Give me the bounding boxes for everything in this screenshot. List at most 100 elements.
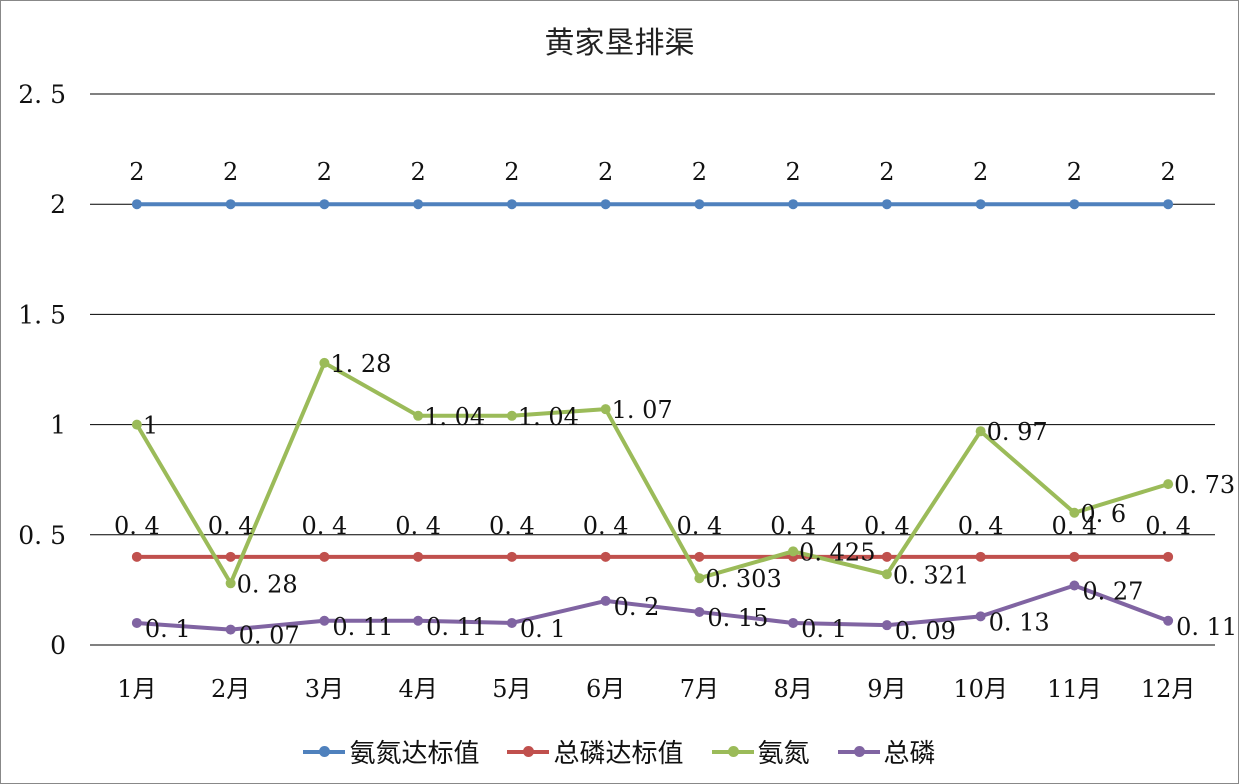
data-point (600, 595, 611, 606)
data-point (788, 199, 799, 210)
data-label: 0. 1 (801, 615, 847, 643)
data-point (506, 551, 517, 562)
y-tick-label: 2. 5 (18, 80, 66, 109)
data-label: 0. 97 (987, 418, 1048, 446)
data-point (975, 199, 986, 210)
data-point (694, 573, 705, 584)
data-label: 0. 4 (301, 512, 347, 540)
data-label: 0. 15 (707, 604, 768, 632)
legend-label: 总磷 (883, 739, 936, 769)
data-point (1163, 199, 1174, 210)
data-label: 0. 4 (770, 512, 816, 540)
data-label: 2 (973, 158, 988, 186)
data-point (600, 404, 611, 415)
data-point (1163, 479, 1174, 490)
data-label: 0. 11 (1176, 613, 1237, 641)
legend-item: 氨氮 (711, 733, 810, 770)
data-label: 0. 6 (1080, 500, 1126, 528)
data-point (131, 617, 142, 628)
data-point (131, 199, 142, 210)
data-label: 1. 28 (330, 350, 391, 378)
data-point (413, 410, 424, 421)
legend-marker-icon (507, 745, 550, 757)
data-label: 2 (879, 158, 894, 186)
data-point (506, 410, 517, 421)
data-label: 1. 04 (518, 403, 579, 431)
series-line (135, 360, 1169, 586)
data-label: 0. 4 (1051, 512, 1097, 540)
data-label: 0. 4 (208, 512, 254, 540)
data-label: 1. 04 (424, 403, 485, 431)
data-point (413, 551, 424, 562)
data-point (881, 551, 892, 562)
legend-marker-icon (303, 745, 346, 757)
data-point (1069, 507, 1080, 518)
data-label: 1 (143, 412, 158, 440)
x-tick-label: 12月 (1141, 675, 1196, 703)
chart-title: 黄家垦排渠 (544, 26, 695, 61)
data-label: 0. 4 (864, 512, 910, 540)
data-point (1163, 551, 1174, 562)
data-point (881, 199, 892, 210)
data-label: 0. 425 (799, 538, 875, 566)
x-tick-label: 8月 (773, 675, 812, 703)
data-point (1069, 199, 1080, 210)
data-point (413, 199, 424, 210)
data-label: 2 (410, 158, 425, 186)
x-tick-label: 10月 (953, 675, 1008, 703)
data-label: 0. 09 (895, 617, 956, 645)
data-point (319, 357, 330, 368)
y-tick-label: 0 (50, 631, 66, 660)
data-label: 1. 07 (612, 396, 673, 424)
x-tick-label: 5月 (492, 675, 531, 703)
data-point (319, 199, 330, 210)
data-label: 0. 4 (583, 512, 629, 540)
data-point (694, 199, 705, 210)
legend-marker-icon (837, 745, 880, 757)
data-label: 0. 2 (614, 593, 660, 621)
data-point (881, 620, 892, 631)
data-point (1069, 580, 1080, 591)
data-point (413, 615, 424, 626)
data-point (1163, 615, 1174, 626)
data-point (131, 551, 142, 562)
data-label: 0. 321 (893, 561, 969, 589)
data-point (694, 551, 705, 562)
data-point (788, 546, 799, 557)
data-label: 0. 28 (237, 570, 298, 598)
data-label: 2 (598, 158, 613, 186)
data-point (225, 199, 236, 210)
data-point (131, 419, 142, 430)
data-label: 0. 1 (520, 615, 566, 643)
data-point (600, 551, 611, 562)
y-tick-label: 1. 5 (18, 300, 66, 329)
data-label: 0. 4 (958, 512, 1004, 540)
data-point (975, 426, 986, 437)
legend-label: 氨氮达标值 (349, 739, 480, 769)
data-label: 0. 13 (989, 608, 1050, 636)
x-tick-label: 1月 (117, 675, 156, 703)
data-point (975, 611, 986, 622)
data-label: 2 (223, 158, 238, 186)
series-line (136, 583, 1169, 632)
y-tick-label: 2 (50, 190, 66, 219)
x-tick-label: 4月 (398, 675, 437, 703)
x-tick-label: 6月 (586, 675, 625, 703)
data-label: 2 (692, 158, 707, 186)
legend-item: 总磷 (837, 733, 936, 770)
data-label: 2 (785, 158, 800, 186)
data-label: 0. 07 (239, 622, 300, 650)
x-tick-label: 9月 (867, 675, 906, 703)
data-label: 0. 303 (705, 565, 781, 593)
data-point (881, 569, 892, 580)
legend-item: 总磷达标值 (507, 733, 684, 770)
x-tick-label: 7月 (680, 675, 719, 703)
data-point (319, 551, 330, 562)
data-label: 2 (504, 158, 519, 186)
data-label: 0. 73 (1174, 471, 1235, 499)
data-point (600, 199, 611, 210)
data-point (694, 606, 705, 617)
data-point (506, 617, 517, 628)
data-label: 2 (1067, 158, 1082, 186)
